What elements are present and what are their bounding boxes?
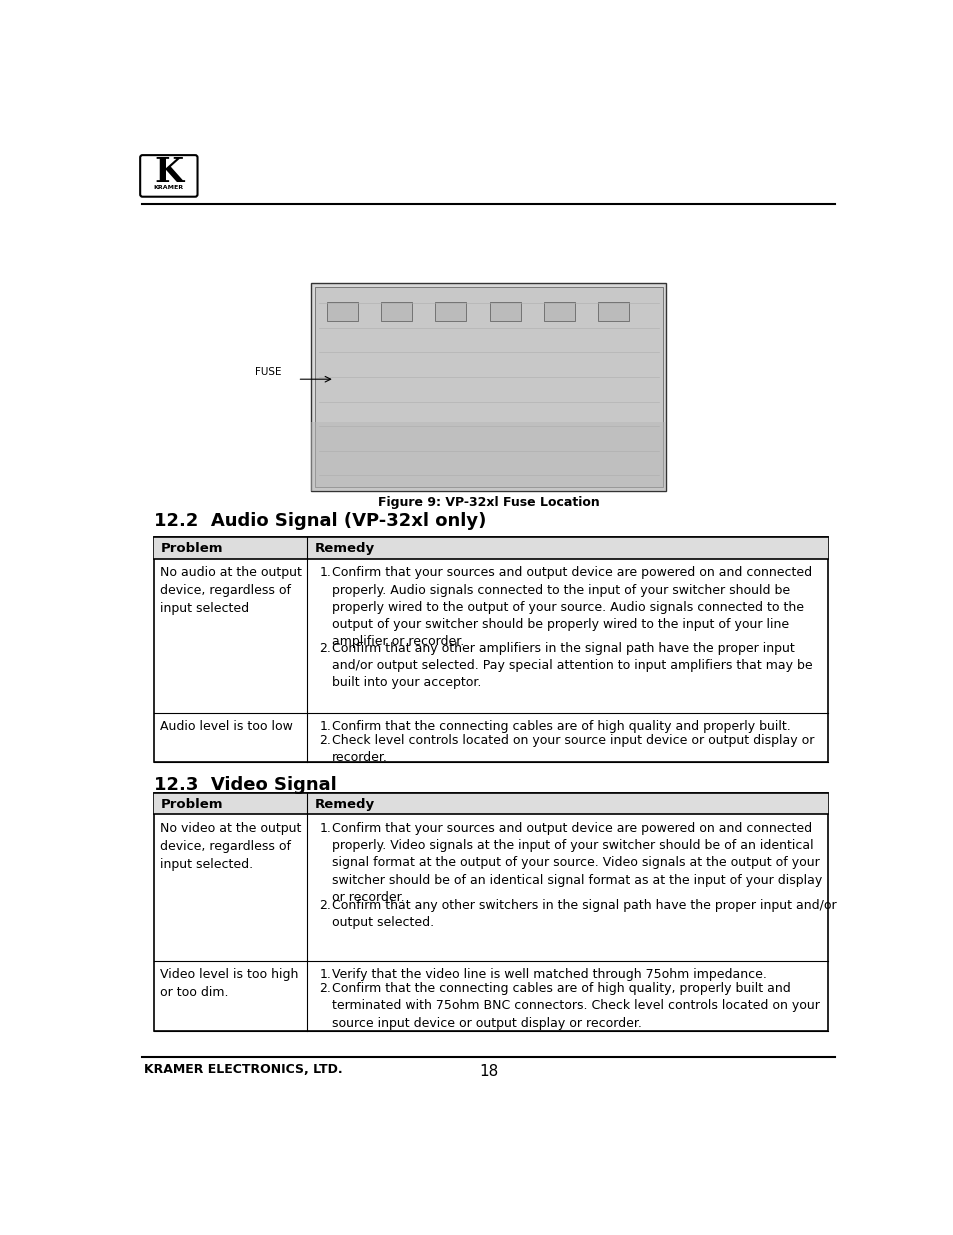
Bar	[154, 537, 827, 762]
Text: Problem: Problem	[160, 542, 223, 556]
Text: Confirm that any other amplifiers in the signal path have the proper input
and/o: Confirm that any other amplifiers in the…	[332, 642, 811, 689]
Bar	[327, 303, 357, 321]
Text: 2.: 2.	[319, 642, 331, 655]
Text: Confirm that the connecting cables are of high quality, properly built and
termi: Confirm that the connecting cables are o…	[332, 982, 819, 1030]
Bar	[543, 303, 575, 321]
Text: 18: 18	[478, 1065, 498, 1079]
Bar	[598, 303, 629, 321]
Text: Audio level is too low: Audio level is too low	[160, 720, 293, 734]
Text: No audio at the output
device, regardless of
input selected: No audio at the output device, regardles…	[160, 567, 302, 615]
Text: 12.2  Audio Signal (VP-32xl only): 12.2 Audio Signal (VP-32xl only)	[154, 513, 486, 530]
Text: Confirm that your sources and output device are powered on and connected
properl: Confirm that your sources and output dev…	[332, 567, 811, 648]
Bar	[435, 303, 466, 321]
Bar	[489, 303, 520, 321]
Bar	[381, 303, 412, 321]
Text: Figure 9: VP-32xl Fuse Location: Figure 9: VP-32xl Fuse Location	[377, 496, 599, 509]
Bar	[154, 793, 827, 1031]
Text: Check level controls located on your source input device or output display or
re: Check level controls located on your sou…	[332, 734, 813, 764]
Text: Problem: Problem	[160, 798, 223, 811]
Bar	[315, 287, 661, 487]
Text: 1.: 1.	[319, 823, 331, 835]
Text: 12.3  Video Signal: 12.3 Video Signal	[154, 776, 336, 794]
Text: Remedy: Remedy	[314, 542, 375, 556]
Text: Confirm that the connecting cables are of high quality and properly built.: Confirm that the connecting cables are o…	[332, 720, 789, 734]
Text: Remedy: Remedy	[314, 798, 375, 811]
Text: KRAMER: KRAMER	[153, 185, 184, 190]
Text: 1.: 1.	[319, 567, 331, 579]
Text: 2.: 2.	[319, 734, 331, 747]
Bar	[154, 537, 827, 558]
Bar	[154, 793, 827, 814]
Text: Video level is too high
or too dim.: Video level is too high or too dim.	[160, 968, 298, 999]
Bar	[311, 283, 666, 490]
FancyBboxPatch shape	[140, 156, 197, 196]
Bar	[311, 421, 666, 490]
Text: 2.: 2.	[319, 982, 331, 995]
Text: Confirm that your sources and output device are powered on and connected
properl: Confirm that your sources and output dev…	[332, 823, 821, 904]
Text: KRAMER ELECTRONICS, LTD.: KRAMER ELECTRONICS, LTD.	[144, 1063, 342, 1076]
Text: Verify that the video line is well matched through 75ohm impedance.: Verify that the video line is well match…	[332, 968, 765, 982]
Text: 1.: 1.	[319, 720, 331, 734]
Text: Confirm that any other switchers in the signal path have the proper input and/or: Confirm that any other switchers in the …	[332, 899, 836, 929]
Text: 2.: 2.	[319, 899, 331, 911]
Text: FUSE: FUSE	[255, 367, 282, 377]
Text: No video at the output
device, regardless of
input selected.: No video at the output device, regardles…	[160, 823, 301, 871]
Text: 1.: 1.	[319, 968, 331, 982]
Text: K: K	[154, 156, 183, 189]
